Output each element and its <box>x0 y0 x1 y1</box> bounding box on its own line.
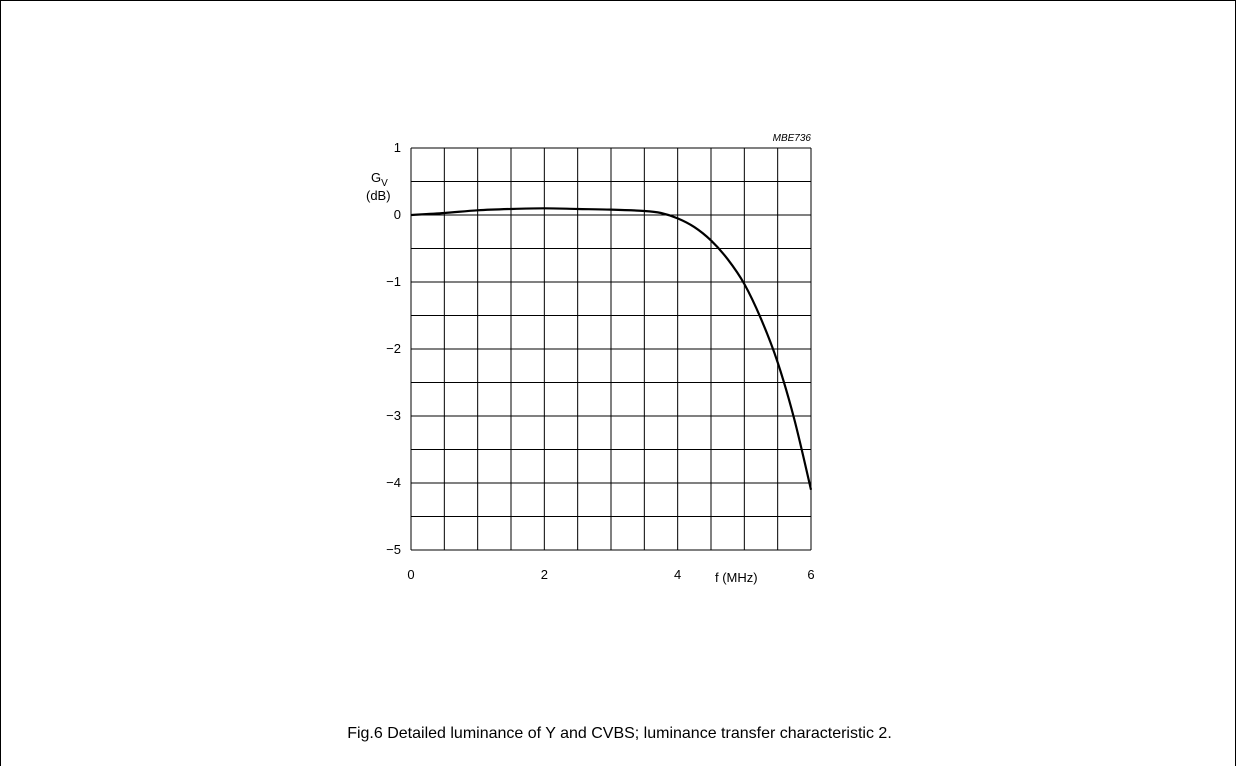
y-axis-label: GV <box>371 170 388 189</box>
x-tick-label: 6 <box>807 567 814 582</box>
tick-labels: 0 2 4 6 1 0 −1 −2 −3 −4 −5 <box>386 140 814 582</box>
y-axis-unit: (dB) <box>366 188 391 203</box>
x-tick-label: 4 <box>674 567 681 582</box>
y-tick-label: −1 <box>386 274 401 289</box>
figure-code: MBE736 <box>773 133 812 144</box>
series-line-gv <box>410 207 813 490</box>
chart-grid <box>410 147 812 551</box>
y-tick-label: −3 <box>386 408 401 423</box>
y-tick-label: −5 <box>386 542 401 557</box>
figure-caption: Fig.6 Detailed luminance of Y and CVBS; … <box>347 725 892 742</box>
y-tick-label: −4 <box>386 475 401 490</box>
y-tick-label: −2 <box>386 341 401 356</box>
curve-layer <box>410 207 813 490</box>
y-tick-label: 0 <box>394 207 401 222</box>
y-tick-label: 1 <box>394 140 401 155</box>
x-axis-label: f (MHz) <box>715 570 758 585</box>
x-tick-label: 0 <box>407 567 414 582</box>
x-tick-label: 2 <box>541 567 548 582</box>
